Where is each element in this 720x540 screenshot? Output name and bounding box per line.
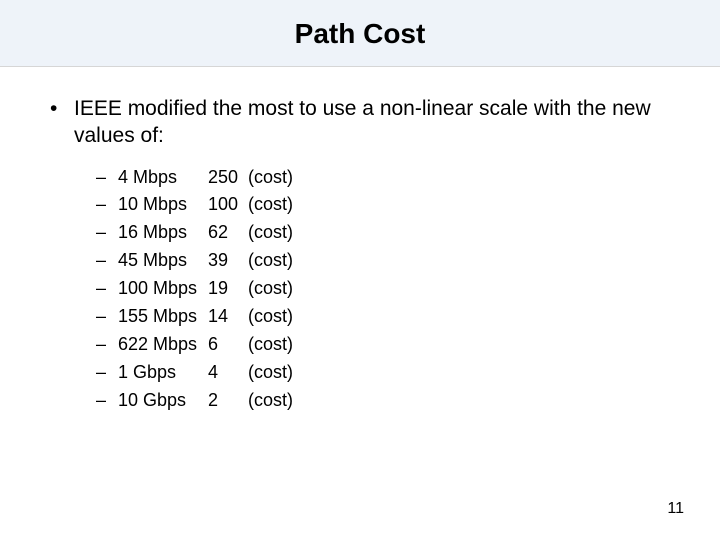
list-item: – 100 Mbps 19 (cost) [96, 275, 670, 303]
speed-value: 1 Gbps [118, 359, 208, 387]
sub-items-list: – 4 Mbps 250 (cost) – 10 Mbps 100 (cost)… [50, 164, 670, 415]
title-band: Path Cost [0, 0, 720, 67]
cost-unit: (cost) [248, 275, 293, 303]
list-item: – 16 Mbps 62 (cost) [96, 219, 670, 247]
speed-value: 155 Mbps [118, 303, 208, 331]
cost-value: 62 [208, 219, 248, 247]
page-number: 11 [667, 500, 684, 518]
dash-icon: – [96, 164, 118, 192]
dash-icon: – [96, 191, 118, 219]
dash-icon: – [96, 303, 118, 331]
cost-value: 2 [208, 387, 248, 415]
list-item: – 45 Mbps 39 (cost) [96, 247, 670, 275]
slide: Path Cost • IEEE modified the most to us… [0, 0, 720, 540]
cost-value: 14 [208, 303, 248, 331]
speed-value: 10 Gbps [118, 387, 208, 415]
cost-unit: (cost) [248, 247, 293, 275]
speed-value: 16 Mbps [118, 219, 208, 247]
speed-value: 10 Mbps [118, 191, 208, 219]
dash-icon: – [96, 387, 118, 415]
cost-unit: (cost) [248, 331, 293, 359]
list-item: – 10 Gbps 2 (cost) [96, 387, 670, 415]
cost-value: 39 [208, 247, 248, 275]
speed-value: 100 Mbps [118, 275, 208, 303]
dash-icon: – [96, 275, 118, 303]
speed-value: 622 Mbps [118, 331, 208, 359]
speed-value: 4 Mbps [118, 164, 208, 192]
list-item: – 622 Mbps 6 (cost) [96, 331, 670, 359]
list-item: – 4 Mbps 250 (cost) [96, 164, 670, 192]
slide-title: Path Cost [0, 18, 720, 50]
cost-value: 100 [208, 191, 248, 219]
main-bullet-text: IEEE modified the most to use a non-line… [74, 95, 670, 150]
cost-unit: (cost) [248, 387, 293, 415]
cost-unit: (cost) [248, 219, 293, 247]
cost-unit: (cost) [248, 359, 293, 387]
list-item: – 10 Mbps 100 (cost) [96, 191, 670, 219]
main-bullet: • IEEE modified the most to use a non-li… [50, 95, 670, 150]
list-item: – 1 Gbps 4 (cost) [96, 359, 670, 387]
cost-value: 6 [208, 331, 248, 359]
dash-icon: – [96, 331, 118, 359]
dash-icon: – [96, 359, 118, 387]
dash-icon: – [96, 219, 118, 247]
bullet-dot-icon: • [50, 95, 74, 122]
cost-unit: (cost) [248, 164, 293, 192]
cost-value: 250 [208, 164, 248, 192]
speed-value: 45 Mbps [118, 247, 208, 275]
cost-value: 19 [208, 275, 248, 303]
dash-icon: – [96, 247, 118, 275]
cost-value: 4 [208, 359, 248, 387]
list-item: – 155 Mbps 14 (cost) [96, 303, 670, 331]
cost-unit: (cost) [248, 191, 293, 219]
content-area: • IEEE modified the most to use a non-li… [0, 67, 720, 415]
cost-unit: (cost) [248, 303, 293, 331]
